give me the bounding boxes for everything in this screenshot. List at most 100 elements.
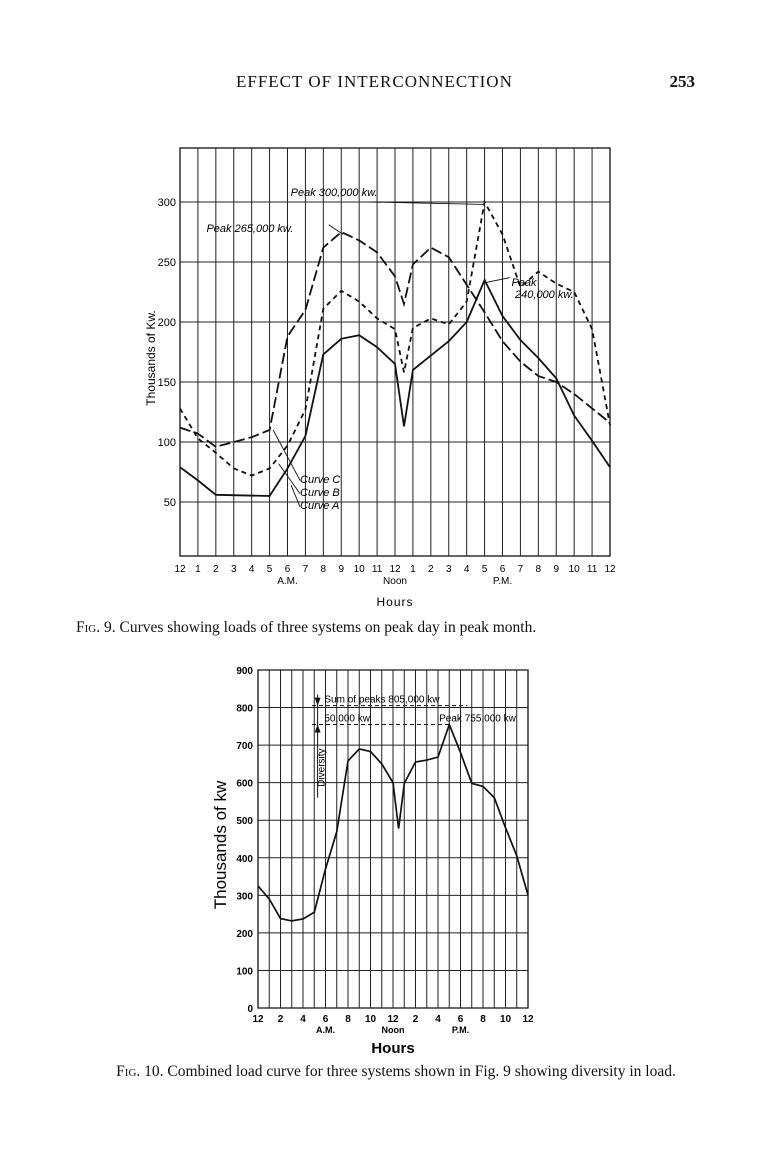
fig10-x-sublabel: A.M. (316, 1025, 335, 1035)
fig9-x-tick-label: 8 (536, 564, 542, 575)
fig10-x-tick-label: 4 (435, 1014, 441, 1025)
fig10-diversity-arrow-up (314, 724, 321, 733)
fig9-annotation-curve-c: Curve C (300, 474, 340, 486)
fig10-series-line (257, 722, 529, 922)
fig9-x-tick-label: 8 (321, 564, 327, 575)
running-title: EFFECT OF INTERCONNECTION (236, 72, 513, 91)
fig9-x-tick-label: 12 (174, 564, 186, 575)
fig10-y-tick-label: 900 (236, 666, 253, 677)
fig9-x-tick-label: 10 (354, 564, 366, 575)
fig9-grid (179, 147, 611, 557)
fig9-x-sublabel: Noon (383, 576, 407, 587)
fig9-x-tick-label: 7 (518, 564, 524, 575)
fig9-y-tick-label: 150 (158, 377, 176, 389)
fig9-y-tick-label: 250 (158, 257, 176, 269)
fig9-leader-line (290, 485, 301, 507)
fig10-diversity-arrow-down (314, 697, 321, 706)
fig10-x-tick-label: 12 (252, 1014, 264, 1025)
fig9-x-tick-label: 12 (604, 564, 616, 575)
fig9-x-tick-label: 4 (464, 564, 470, 575)
fig9-x-tick-label: 6 (500, 564, 506, 575)
fig10-y-tick-label: 100 (236, 966, 253, 977)
fig9-x-tick-label: 3 (231, 564, 237, 575)
fig9-y-tick-label: 300 (158, 197, 176, 209)
fig10-y-axis-label: Thousands of kw (211, 780, 230, 909)
fig9-series-line (179, 277, 611, 497)
figure-9-caption-label: Fig. 9. (76, 619, 116, 636)
fig9-x-tick-label: 3 (446, 564, 452, 575)
fig10-y-tick-label: 700 (236, 741, 253, 752)
fig9-x-tick-label: 9 (338, 564, 344, 575)
fig10-y-tick-label: 200 (236, 929, 253, 940)
fig10-annotation-sum-of-peaks: Sum of peaks 805,000 kw (324, 695, 440, 706)
fig10-y-tick-label: 800 (236, 704, 253, 715)
fig9-x-tick-label: 10 (569, 564, 581, 575)
fig10-x-sublabel: P.M. (452, 1025, 469, 1035)
fig10-x-tick-label: 2 (278, 1014, 284, 1025)
fig10-x-tick-label: 10 (500, 1014, 512, 1025)
figure-10-chart: 0 100 200 300 400 500 600 700 800 900 12 2 4 6 8 10 12 2 4… (211, 666, 534, 1057)
fig10-series (257, 694, 529, 922)
figure-10-caption-label: Fig. 10. (116, 1063, 164, 1080)
fig9-leader-line (369, 201, 485, 205)
fig9-x-tick-label: 5 (482, 564, 488, 575)
fig10-x-tick-label: 12 (387, 1014, 399, 1025)
fig10-grid (257, 669, 529, 1009)
fig9-x-tick-label: 9 (553, 564, 559, 575)
running-head: EFFECT OF INTERCONNECTION 253 (0, 72, 759, 96)
fig9-x-tick-label: 5 (267, 564, 273, 575)
fig9-x-tick-label: 11 (587, 564, 598, 575)
fig10-y-tick-label: 600 (236, 779, 253, 790)
fig10-annotation-peak: Peak 755,000 kw (439, 713, 516, 724)
fig10-x-axis-label: Hours (371, 1040, 414, 1057)
fig9-annotation-curve-b: Curve B (300, 487, 340, 499)
fig10-labels: 0 100 200 300 400 500 600 700 800 900 12 2 4 6 8 10 12 2 4… (211, 666, 534, 1057)
fig9-annotation-peak-c: Peak 265,000 kw. (206, 223, 293, 235)
fig9-annotation-peak-a-2: 240,000 kw. (514, 289, 574, 301)
fig9-y-tick-label: 200 (158, 317, 176, 329)
fig10-x-tick-label: 12 (522, 1014, 534, 1025)
fig9-x-tick-label: 12 (389, 564, 401, 575)
figure-10-caption-text: Combined load curve for three systems sh… (167, 1063, 676, 1080)
fig9-leader-line (328, 224, 344, 235)
fig9-x-tick-label: 7 (303, 564, 309, 575)
fig9-x-tick-label: 6 (285, 564, 291, 575)
fig9-x-tick-label: 2 (428, 564, 434, 575)
fig9-y-axis-label: Thousands of Kw. (144, 310, 158, 405)
fig10-annotation-diversity: Diversity (316, 748, 327, 786)
fig9-x-tick-label: 2 (213, 564, 219, 575)
figure-9-caption-text: Curves showing loads of three systems on… (119, 619, 537, 636)
fig10-x-tick-label: 10 (365, 1014, 377, 1025)
figure-10-caption: Fig. 10. Combined load curve for three s… (76, 1062, 716, 1082)
fig9-x-sublabel: P.M. (493, 576, 512, 587)
fig9-x-axis-label: Hours (376, 595, 413, 609)
fig9-leader-line (486, 277, 510, 283)
fig9-leader-line (272, 429, 301, 481)
fig9-x-tick-label: 1 (410, 564, 416, 575)
fig10-x-tick-label: 8 (345, 1014, 351, 1025)
page-number: 253 (669, 72, 696, 91)
fig10-x-tick-label: 6 (323, 1014, 329, 1025)
fig10-y-tick-label: 500 (236, 816, 253, 827)
fig9-series-line (179, 230, 611, 448)
fig9-y-tick-label: 50 (164, 497, 176, 509)
fig9-leader-line (278, 463, 301, 494)
fig9-y-tick-label: 100 (158, 437, 176, 449)
fig9-x-tick-label: 1 (195, 564, 201, 575)
fig10-x-tick-label: 4 (300, 1014, 306, 1025)
fig9-series (179, 199, 611, 507)
fig9-annotation-peak-b: Peak 300,000 kw. (291, 187, 378, 199)
fig9-x-tick-label: 11 (372, 564, 383, 575)
fig9-annotation-curve-a: Curve A (300, 500, 339, 512)
fig10-x-sublabel: Noon (382, 1025, 405, 1035)
fig9-series-line (179, 199, 611, 477)
fig10-x-tick-label: 6 (458, 1014, 464, 1025)
fig10-y-tick-label: 0 (247, 1004, 253, 1015)
fig9-x-sublabel: A.M. (277, 576, 298, 587)
fig10-x-tick-label: 2 (413, 1014, 419, 1025)
fig9-annotation-peak-a-1: Peak (511, 277, 537, 289)
fig10-annotation-50000: 50,000 kw (324, 713, 370, 724)
fig10-y-tick-label: 400 (236, 854, 253, 865)
